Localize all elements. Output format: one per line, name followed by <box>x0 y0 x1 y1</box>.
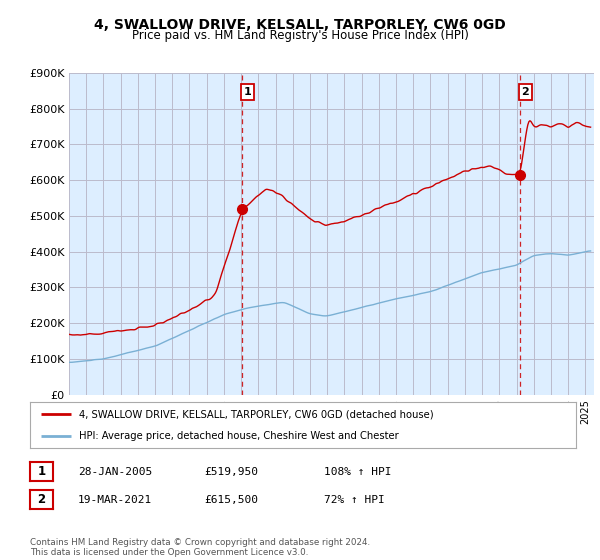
Text: £615,500: £615,500 <box>204 494 258 505</box>
Text: £519,950: £519,950 <box>204 466 258 477</box>
Text: 1: 1 <box>37 465 46 478</box>
Text: 2: 2 <box>521 87 529 97</box>
Text: 19-MAR-2021: 19-MAR-2021 <box>78 494 152 505</box>
Text: 1: 1 <box>244 87 251 97</box>
Text: 4, SWALLOW DRIVE, KELSALL, TARPORLEY, CW6 0GD (detached house): 4, SWALLOW DRIVE, KELSALL, TARPORLEY, CW… <box>79 409 434 419</box>
Text: 2: 2 <box>37 493 46 506</box>
Text: Contains HM Land Registry data © Crown copyright and database right 2024.
This d: Contains HM Land Registry data © Crown c… <box>30 538 370 557</box>
Text: 4, SWALLOW DRIVE, KELSALL, TARPORLEY, CW6 0GD: 4, SWALLOW DRIVE, KELSALL, TARPORLEY, CW… <box>94 18 506 32</box>
Text: 28-JAN-2005: 28-JAN-2005 <box>78 466 152 477</box>
Text: HPI: Average price, detached house, Cheshire West and Chester: HPI: Average price, detached house, Ches… <box>79 431 399 441</box>
Text: Price paid vs. HM Land Registry's House Price Index (HPI): Price paid vs. HM Land Registry's House … <box>131 29 469 42</box>
Text: 108% ↑ HPI: 108% ↑ HPI <box>324 466 392 477</box>
Text: 72% ↑ HPI: 72% ↑ HPI <box>324 494 385 505</box>
